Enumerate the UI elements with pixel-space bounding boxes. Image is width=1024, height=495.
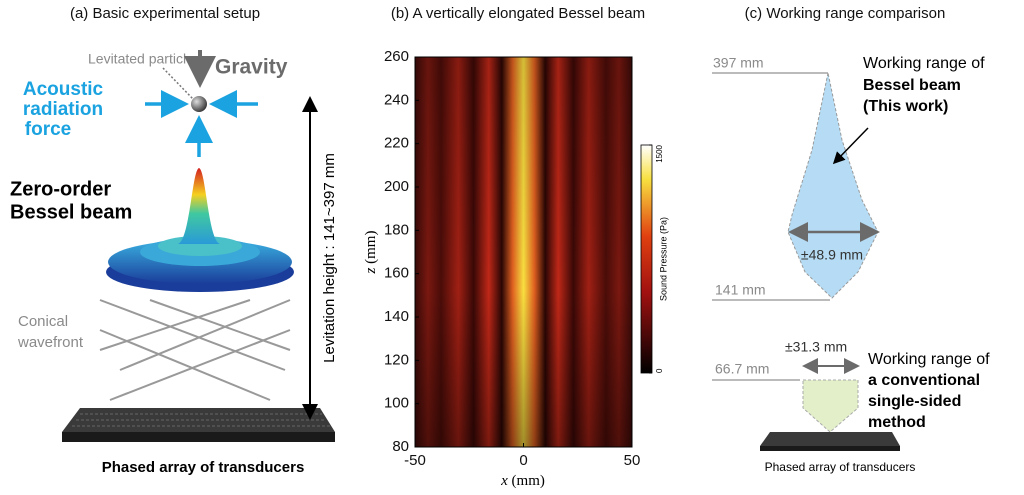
colorbar-tick-label: 1500 [655, 144, 664, 162]
force-label: force [25, 119, 71, 140]
x-symbol: x [500, 473, 508, 489]
colorbar [640, 144, 653, 374]
y-tick-label: 200 [384, 178, 409, 195]
bessel-profile [106, 168, 294, 292]
force-label: Acoustic [23, 79, 104, 100]
colorbar-tick-label: 0 [655, 368, 664, 373]
force-label: radiation [23, 99, 103, 120]
bessel-label: Working range of [863, 55, 985, 72]
y-tick-label: 240 [384, 91, 409, 108]
y-tick-label: 160 [384, 265, 409, 282]
transducer-array [760, 432, 900, 451]
chart-title: (b) A vertically elongated Bessel beam [391, 5, 645, 22]
particle [191, 96, 207, 112]
beam-label: Bessel beam [10, 201, 132, 223]
height-label: Levitation height : 141~397 mm [321, 153, 338, 363]
y-symbol: z [363, 267, 379, 274]
panel-a: (a) Basic experimental setup Levitated p… [10, 5, 338, 476]
leader [162, 67, 194, 100]
conv-height-label: 66.7 mm [715, 361, 769, 377]
wavefront-label: wavefront [17, 334, 84, 351]
conv-label: single-sided [868, 393, 961, 410]
y-unit: (mm) [363, 231, 379, 264]
x-tick-label: -50 [404, 452, 426, 469]
panel-title: (a) Basic experimental setup [70, 5, 260, 22]
y-tick-label: 120 [384, 351, 409, 368]
heatmap-shading [415, 57, 632, 447]
panel-b: (b) A vertically elongated Bessel beam x… [363, 5, 668, 489]
y-tick-label: 180 [384, 221, 409, 238]
panel-c: (c) Working range comparison 397 mm ±48.… [712, 5, 990, 474]
x-unit: (mm) [512, 473, 545, 489]
y-axis-label: z (mm) [363, 231, 379, 275]
top-label: 397 mm [713, 55, 764, 71]
wavefront-lines [99, 299, 291, 401]
array-label: Phased array of transducers [102, 459, 305, 476]
conv-width-label: ±31.3 mm [785, 339, 847, 355]
colorbar-label: Sound Pressure (Pa) [658, 217, 668, 301]
bessel-label: Bessel beam [863, 77, 961, 94]
pointer-arrow [832, 127, 869, 165]
particle-label: Levitated particle [88, 51, 194, 67]
y-tick-label: 260 [384, 48, 409, 65]
gravity-label: Gravity [215, 56, 288, 79]
array-label: Phased array of transducers [765, 460, 916, 474]
y-tick-label: 140 [384, 308, 409, 325]
bottom-label: 141 mm [715, 282, 766, 298]
bessel-label: (This work) [863, 98, 948, 115]
x-tick-label: 0 [519, 452, 527, 469]
conv-range [802, 379, 859, 433]
y-tick-label: 100 [384, 395, 409, 412]
y-tick-label: 80 [392, 438, 409, 455]
transducer-array [62, 408, 335, 442]
wavefront-label: Conical [18, 313, 68, 330]
conv-label: Working range of [868, 351, 990, 368]
x-axis-label: x (mm) [500, 473, 545, 489]
conv-label: a conventional [868, 372, 980, 389]
width-label: ±48.9 mm [801, 247, 863, 263]
beam-label: Zero-order [10, 178, 111, 200]
panel-title: (c) Working range comparison [745, 5, 946, 22]
x-tick-label: 50 [624, 452, 641, 469]
y-tick-label: 220 [384, 135, 409, 152]
conv-label: method [868, 414, 926, 431]
